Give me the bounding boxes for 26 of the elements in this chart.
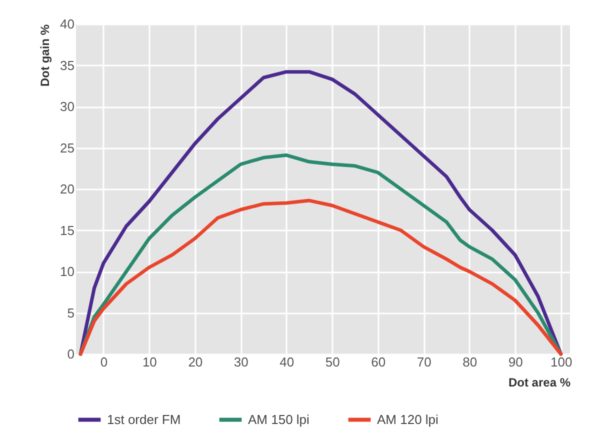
x-tick-label: 40: [280, 354, 294, 370]
x-tick-label: 20: [188, 354, 203, 370]
x-tick-label: 100: [550, 354, 572, 370]
y-tick-label: 40: [60, 16, 74, 32]
y-axis-title: Dot gain %: [38, 24, 52, 86]
line-series: [78, 70, 563, 356]
x-tick-label: 70: [416, 354, 432, 370]
y-tick-label: 10: [60, 264, 74, 279]
x-tick-label: 60: [371, 354, 386, 370]
y-tick-label: 20: [60, 182, 74, 196]
y-tick-label: 30: [60, 99, 74, 114]
y-tick-label: 5: [67, 305, 74, 320]
y-tick-label: 15: [60, 222, 74, 238]
legend-label: 1st order FM: [107, 412, 181, 427]
x-axis-title: Dot area %: [508, 376, 571, 390]
line-series: [78, 198, 563, 356]
y-tick-label: 25: [60, 140, 74, 156]
x-tick-label: 30: [234, 354, 248, 370]
x-tick-label: 80: [462, 354, 478, 370]
legend-label: AM 150 lpi: [248, 412, 310, 427]
x-tick-label: 10: [142, 354, 157, 370]
x-tick-label: 50: [325, 354, 340, 370]
x-tick-label: 0: [100, 354, 108, 370]
legend-label: AM 120 lpi: [377, 412, 439, 427]
y-tick-label: 35: [60, 58, 74, 73]
x-tick-label: 90: [508, 354, 523, 370]
